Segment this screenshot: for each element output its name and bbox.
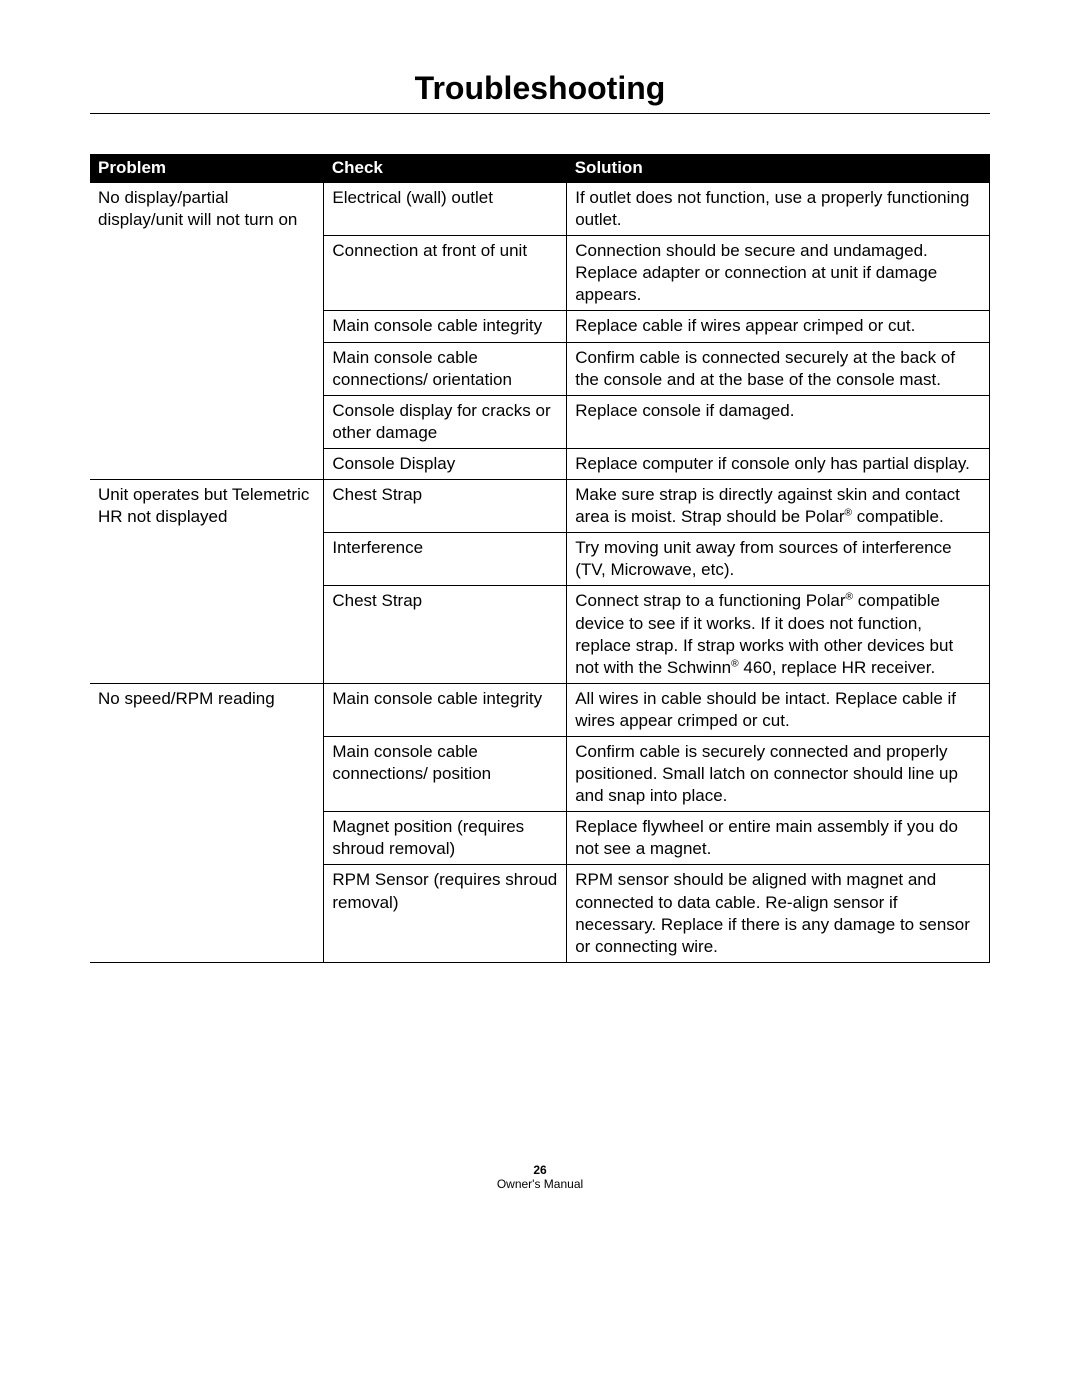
solution-cell: Confirm cable is securely connected and … xyxy=(567,736,990,811)
page-footer: 26 Owner's Manual xyxy=(90,1163,990,1191)
solution-cell: Replace cable if wires appear crimped or… xyxy=(567,311,990,342)
check-cell: Main console cable integrity xyxy=(324,311,567,342)
check-cell: RPM Sensor (requires shroud removal) xyxy=(324,865,567,962)
footer-label: Owner's Manual xyxy=(90,1177,990,1191)
table-row: Unit operates but Telemetric HR not disp… xyxy=(90,480,990,533)
problem-cell: No display/partial display/unit will not… xyxy=(90,183,324,480)
check-cell: Magnet position (requires shroud removal… xyxy=(324,812,567,865)
col-header-problem: Problem xyxy=(90,154,324,183)
title-rule xyxy=(90,113,990,114)
check-cell: Main console cable integrity xyxy=(324,683,567,736)
solution-cell: Connection should be secure and undamage… xyxy=(567,236,990,311)
col-header-solution: Solution xyxy=(567,154,990,183)
solution-cell: Try moving unit away from sources of int… xyxy=(567,533,990,586)
solution-cell: Confirm cable is connected securely at t… xyxy=(567,342,990,395)
solution-cell: Make sure strap is directly against skin… xyxy=(567,480,990,533)
check-cell: Chest Strap xyxy=(324,480,567,533)
check-cell: Connection at front of unit xyxy=(324,236,567,311)
check-cell: Console display for cracks or other dama… xyxy=(324,395,567,448)
table-row: No speed/RPM readingMain console cable i… xyxy=(90,683,990,736)
solution-cell: All wires in cable should be intact. Rep… xyxy=(567,683,990,736)
solution-cell: Replace console if damaged. xyxy=(567,395,990,448)
table-row: No display/partial display/unit will not… xyxy=(90,183,990,236)
solution-cell: Replace flywheel or entire main assembly… xyxy=(567,812,990,865)
problem-cell: Unit operates but Telemetric HR not disp… xyxy=(90,480,324,684)
check-cell: Main console cable connections/ position xyxy=(324,736,567,811)
page-container: Troubleshooting Problem Check Solution N… xyxy=(0,0,1080,1231)
problem-cell: No speed/RPM reading xyxy=(90,683,324,962)
check-cell: Main console cable connections/ orientat… xyxy=(324,342,567,395)
solution-cell: Replace computer if console only has par… xyxy=(567,448,990,479)
page-title: Troubleshooting xyxy=(90,70,990,107)
check-cell: Interference xyxy=(324,533,567,586)
col-header-check: Check xyxy=(324,154,567,183)
solution-cell: RPM sensor should be aligned with magnet… xyxy=(567,865,990,962)
solution-cell: Connect strap to a functioning Polar® co… xyxy=(567,586,990,683)
check-cell: Electrical (wall) outlet xyxy=(324,183,567,236)
solution-cell: If outlet does not function, use a prope… xyxy=(567,183,990,236)
table-header-row: Problem Check Solution xyxy=(90,154,990,183)
check-cell: Chest Strap xyxy=(324,586,567,683)
troubleshooting-table: Problem Check Solution No display/partia… xyxy=(90,154,990,963)
check-cell: Console Display xyxy=(324,448,567,479)
page-number: 26 xyxy=(90,1163,990,1177)
